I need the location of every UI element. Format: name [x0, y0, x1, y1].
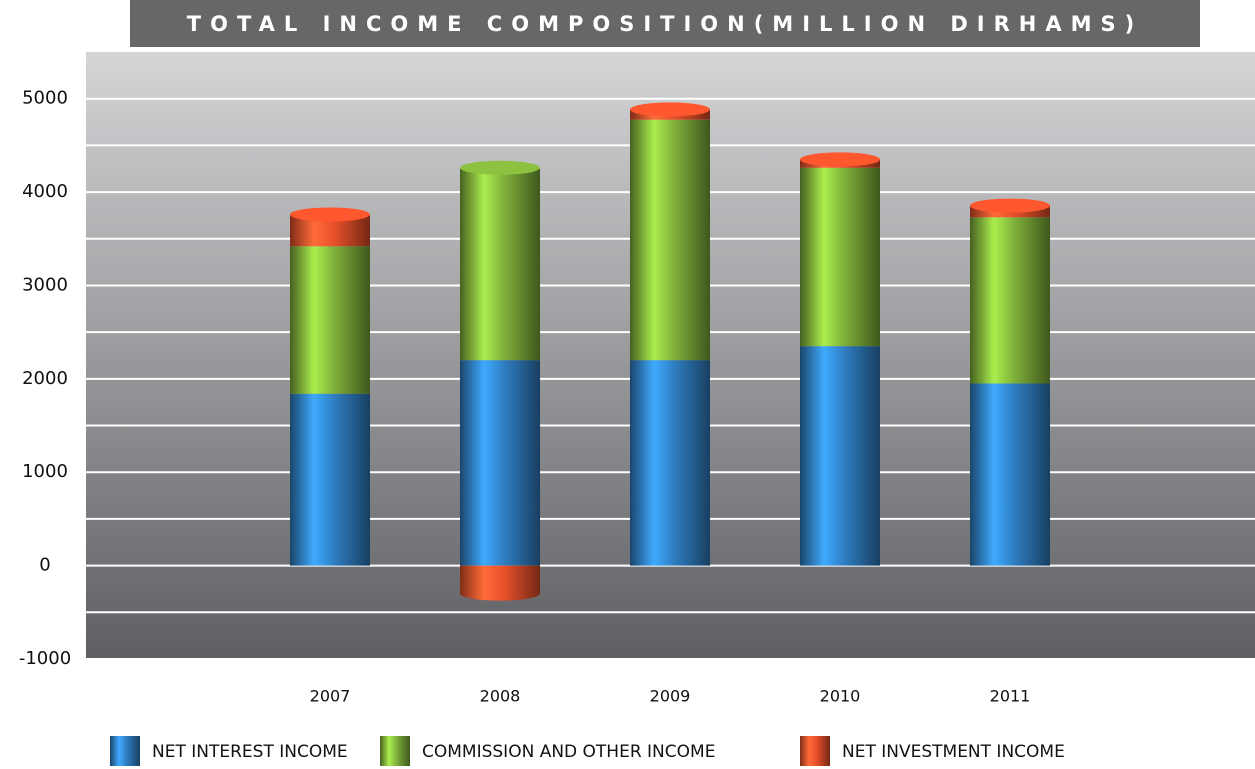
- x-tick-label: 2009: [650, 687, 691, 706]
- bar-segment: [630, 119, 710, 361]
- bar-segment: [800, 167, 880, 347]
- bar-segment: [970, 383, 1050, 566]
- legend-swatch: [800, 736, 830, 766]
- legend-label: NET INTEREST INCOME: [152, 742, 348, 762]
- bar-segment: [460, 167, 540, 361]
- bar-segment: [970, 217, 1050, 384]
- y-tick-label: 4000: [22, 181, 68, 202]
- x-tick-label: 2008: [480, 687, 521, 706]
- legend-label: COMMISSION AND OTHER INCOME: [422, 742, 715, 762]
- bar-cap: [630, 102, 710, 117]
- y-tick-label: 2000: [22, 368, 68, 389]
- y-tick-label: 0: [39, 555, 50, 576]
- y-tick-label: 3000: [22, 274, 68, 295]
- bar-cap: [970, 198, 1050, 213]
- x-tick-label: 2011: [990, 687, 1031, 706]
- bar-segment: [290, 393, 370, 566]
- x-tick-label: 2010: [820, 687, 861, 706]
- bar-segment: [290, 246, 370, 394]
- bar-bottom: [460, 586, 540, 601]
- legend-label: NET INVESTMENT INCOME: [842, 742, 1065, 762]
- y-tick-label: -1000: [19, 648, 71, 669]
- chart-title: TOTAL INCOME COMPOSITION(MILLION DIRHAMS…: [187, 12, 1143, 36]
- y-tick-label: 5000: [22, 88, 68, 109]
- title-banner: [130, 0, 1200, 47]
- bar-cap: [290, 207, 370, 222]
- x-tick-label: 2007: [310, 687, 351, 706]
- bar-segment: [630, 360, 710, 566]
- bar-segment: [460, 360, 540, 566]
- legend-swatch: [110, 736, 140, 766]
- legend-swatch: [380, 736, 410, 766]
- bar-cap: [800, 152, 880, 167]
- y-tick-label: 1000: [22, 461, 68, 482]
- bar-segment: [800, 346, 880, 566]
- bar-cap: [460, 160, 540, 175]
